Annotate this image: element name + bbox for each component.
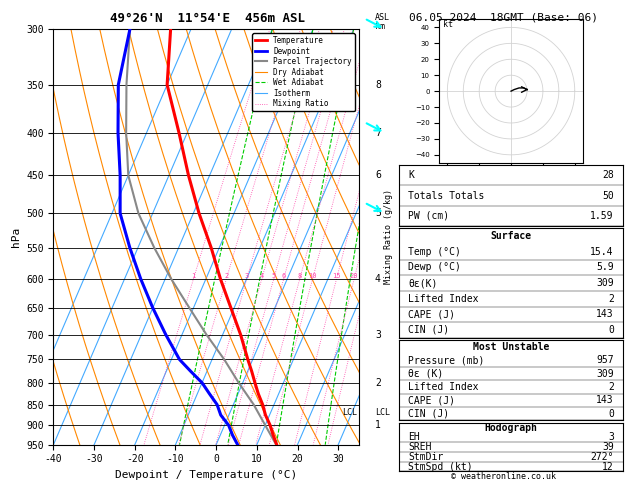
Text: 3: 3 (375, 330, 381, 340)
Text: CIN (J): CIN (J) (408, 325, 450, 335)
Text: 0: 0 (608, 325, 614, 335)
Text: Surface: Surface (491, 231, 532, 241)
Text: 2: 2 (375, 378, 381, 388)
Text: SREH: SREH (408, 442, 432, 452)
Text: 10: 10 (308, 273, 317, 279)
Text: km: km (375, 22, 385, 31)
Text: CAPE (J): CAPE (J) (408, 395, 455, 405)
Text: 957: 957 (596, 355, 614, 365)
Text: 1.59: 1.59 (590, 211, 614, 221)
Text: 06.05.2024  18GMT (Base: 06): 06.05.2024 18GMT (Base: 06) (409, 12, 598, 22)
Text: 143: 143 (596, 309, 614, 319)
Text: Temp (°C): Temp (°C) (408, 247, 461, 257)
Text: 50: 50 (602, 191, 614, 201)
Text: 6: 6 (282, 273, 286, 279)
Text: StmDir: StmDir (408, 452, 443, 462)
Text: kt: kt (443, 20, 452, 30)
Text: 309: 309 (596, 278, 614, 288)
Text: 0: 0 (608, 409, 614, 419)
Text: Most Unstable: Most Unstable (473, 342, 549, 352)
Text: 39: 39 (602, 442, 614, 452)
Text: 3: 3 (608, 433, 614, 442)
Text: 15.4: 15.4 (590, 247, 614, 257)
Text: 3: 3 (245, 273, 249, 279)
Text: 2: 2 (224, 273, 228, 279)
Text: Dewp (°C): Dewp (°C) (408, 262, 461, 273)
Text: Hodograph: Hodograph (484, 423, 538, 433)
Text: 28: 28 (602, 171, 614, 180)
Text: LCL: LCL (375, 408, 390, 417)
Text: 143: 143 (596, 395, 614, 405)
Text: 8: 8 (298, 273, 302, 279)
Text: LCL: LCL (342, 408, 357, 417)
Legend: Temperature, Dewpoint, Parcel Trajectory, Dry Adiabat, Wet Adiabat, Isotherm, Mi: Temperature, Dewpoint, Parcel Trajectory… (252, 33, 355, 111)
Text: ASL: ASL (375, 13, 390, 22)
Text: 4: 4 (260, 273, 264, 279)
Text: © weatheronline.co.uk: © weatheronline.co.uk (451, 472, 555, 481)
Text: 12: 12 (602, 462, 614, 471)
Text: θε (K): θε (K) (408, 368, 443, 379)
Text: 1: 1 (191, 273, 196, 279)
Text: 309: 309 (596, 368, 614, 379)
Text: 49°26'N  11°54'E  456m ASL: 49°26'N 11°54'E 456m ASL (110, 12, 305, 25)
Text: StmSpd (kt): StmSpd (kt) (408, 462, 473, 471)
Text: Pressure (mb): Pressure (mb) (408, 355, 485, 365)
Text: 20: 20 (350, 273, 359, 279)
Text: θε(K): θε(K) (408, 278, 438, 288)
Text: Totals Totals: Totals Totals (408, 191, 485, 201)
X-axis label: Dewpoint / Temperature (°C): Dewpoint / Temperature (°C) (115, 470, 297, 480)
Text: 5.9: 5.9 (596, 262, 614, 273)
Y-axis label: hPa: hPa (11, 227, 21, 247)
Text: EH: EH (408, 433, 420, 442)
Text: Lifted Index: Lifted Index (408, 294, 479, 304)
Text: 5: 5 (375, 208, 381, 218)
Text: Mixing Ratio (g/kg): Mixing Ratio (g/kg) (384, 190, 393, 284)
Text: K: K (408, 171, 415, 180)
Text: CAPE (J): CAPE (J) (408, 309, 455, 319)
Text: 2: 2 (608, 294, 614, 304)
Text: 2: 2 (608, 382, 614, 392)
Text: 1: 1 (375, 420, 381, 430)
Text: 5: 5 (272, 273, 276, 279)
Text: 6: 6 (375, 170, 381, 180)
Text: CIN (J): CIN (J) (408, 409, 450, 419)
Text: 15: 15 (332, 273, 341, 279)
Text: 272°: 272° (590, 452, 614, 462)
Text: 8: 8 (375, 80, 381, 90)
Text: PW (cm): PW (cm) (408, 211, 450, 221)
Text: 7: 7 (375, 128, 381, 138)
Text: Lifted Index: Lifted Index (408, 382, 479, 392)
Text: 4: 4 (375, 274, 381, 284)
